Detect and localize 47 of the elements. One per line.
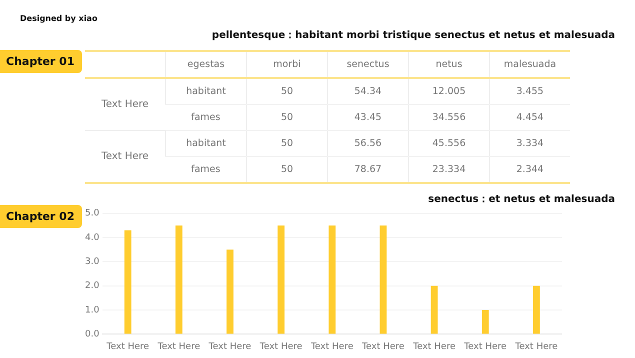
text: 50 [280,138,294,149]
text: 54.34 [354,86,382,97]
text: 2.344 [516,164,544,175]
x-tick-label: Text Here [514,342,558,352]
y-tick-label: 5.0 [84,208,100,219]
x-tick-label: Text Here [106,342,150,352]
category-label: Text Here [101,99,149,110]
chart-title: senectus：et netus et malesuada [428,193,615,206]
text: 12.005 [432,86,466,97]
text: 34.556 [432,112,466,123]
text: fames [191,164,220,175]
y-tick-label: 2.0 [84,281,100,292]
x-tick-label: Text Here [361,342,405,352]
y-tick-label: 0.0 [84,330,100,340]
category-label: egestas [166,51,246,78]
x-tick-label: Text Here [310,342,354,352]
text: fames [191,112,220,123]
category-label: malesuada [490,51,570,78]
x-tick-label: Text Here [258,342,303,352]
text: 50 [280,86,294,97]
y-tick-label: 4.0 [84,232,100,243]
text: pellentesque：habitant morbi tristique senectus et netus et malesuada [212,29,615,42]
text: 50 [280,164,294,175]
text: habitant [186,86,226,97]
text: 3.455 [516,86,544,97]
y-tick-label: 3.0 [84,257,100,268]
x-tick-label: Text Here [156,342,201,352]
text: 23.334 [432,164,466,175]
text: 78.67 [354,164,382,175]
text: Chapter 01 [0,50,82,73]
category-label: senectus [328,51,408,78]
x-tick-label: Text Here [208,342,252,352]
text: 50 [280,112,294,123]
category-label: netus [408,51,490,78]
text: 45.556 [432,138,466,149]
x-tick-label: Text Here [463,342,508,352]
x-tick-label: Text Here [412,342,456,352]
text: Designed by xiao [20,14,98,23]
text: 43.45 [354,112,382,123]
text: 4.454 [516,112,544,123]
text: Chapter 02 [0,205,82,228]
category-label: Text Here [101,151,149,162]
category-label: morbi [246,51,328,78]
y-tick-label: 1.0 [84,305,100,316]
text: habitant [186,138,226,149]
text: 3.334 [516,138,544,149]
text: 56.56 [354,138,382,149]
